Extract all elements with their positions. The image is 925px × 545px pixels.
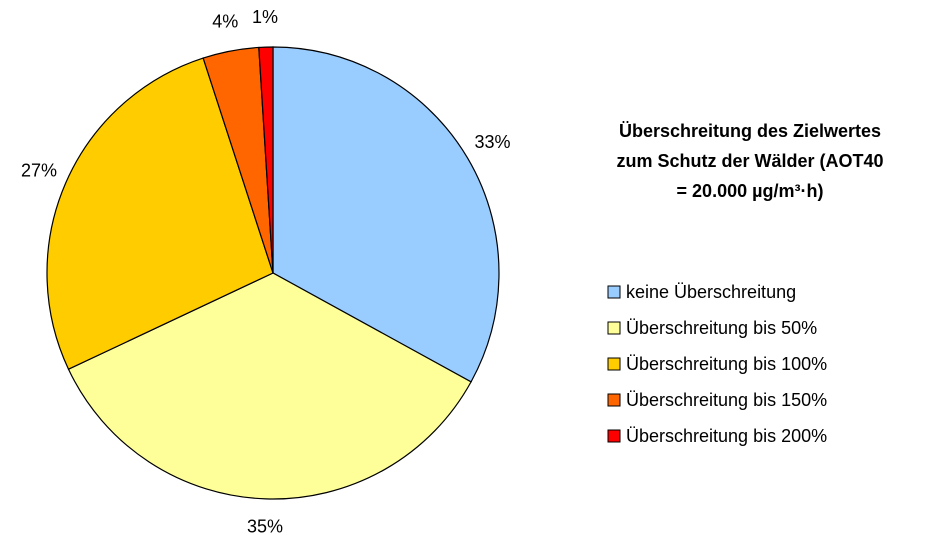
chart-title-box: Überschreitung des Zielwertes zum Schutz… [575, 116, 925, 206]
data-label: 4% [212, 11, 238, 31]
data-label: 27% [21, 160, 57, 180]
legend-label: keine Überschreitung [626, 282, 796, 302]
data-label: 33% [474, 132, 510, 152]
pie-slice [67, 272, 472, 500]
pie-slice [258, 46, 274, 274]
data-label: 35% [247, 517, 283, 537]
legend-label: Überschreitung bis 200% [626, 426, 827, 446]
chart-title: Überschreitung des Zielwertes zum Schutz… [616, 121, 884, 201]
legend-label: Überschreitung bis 50% [626, 318, 817, 338]
data-label: 1% [252, 7, 278, 27]
legend-swatch [607, 357, 621, 371]
legend-swatch [607, 393, 621, 407]
legend-swatch [607, 321, 621, 335]
pie-slice [272, 46, 500, 383]
legend-label: Überschreitung bis 100% [626, 354, 827, 374]
legend-swatch [607, 285, 621, 299]
legend-label: Überschreitung bis 150% [626, 390, 827, 410]
legend-swatch [607, 429, 621, 443]
pie-slice [46, 57, 274, 371]
